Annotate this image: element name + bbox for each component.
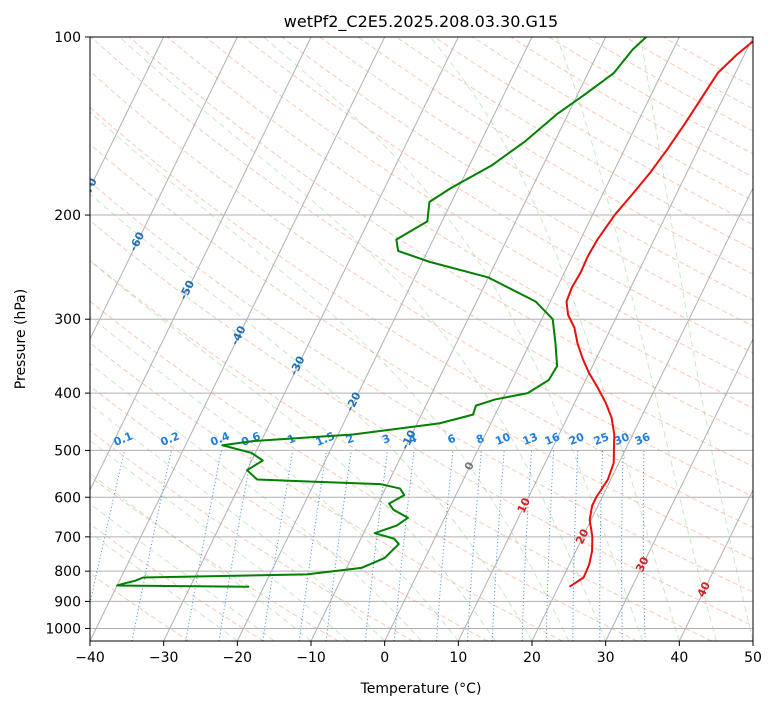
dry-adiabat: [90, 181, 753, 593]
isotherm-line: [90, 37, 165, 190]
x-tick-label: 0: [380, 650, 389, 666]
mixing-ratio-label: 25: [592, 430, 611, 448]
mixing-ratio-label: 20: [567, 430, 586, 448]
mixing-ratio-label: 3: [380, 432, 392, 447]
y-tick-label: 400: [54, 386, 81, 402]
y-tick-label: 300: [54, 312, 81, 328]
x-tick-label: 30: [597, 650, 615, 666]
isotherm-label: 40: [695, 579, 714, 599]
x-tick-label: 40: [670, 650, 688, 666]
moist-adiabat: [90, 531, 238, 641]
mixing-ratio-line: [467, 450, 483, 641]
y-axis: 100 200 300 400 500 600 700 800 900 1000: [45, 30, 90, 637]
isotherm-line: [531, 186, 753, 641]
isotherm-line: [310, 37, 607, 641]
dry-adiabat: [281, 37, 753, 327]
dry-adiabat: [90, 342, 563, 641]
profile-series: [116, 37, 753, 588]
x-tick-label: −20: [223, 650, 253, 666]
dry-adiabat: [90, 572, 190, 641]
dry-adiabat: [90, 259, 712, 641]
moist-adiabat: [90, 315, 459, 641]
dry-adiabat: [166, 37, 753, 409]
y-tick-label: 200: [54, 208, 81, 224]
moist-adiabat: [263, 37, 643, 641]
mixing-ratio-label: 13: [521, 430, 540, 448]
moist-adiabat: [429, 37, 680, 641]
y-tick-label: 800: [54, 564, 81, 580]
mixing-ratio-line: [621, 450, 624, 641]
isotherm-line: [457, 37, 753, 641]
isotherm-line: [384, 37, 680, 641]
isotherm-line: [90, 37, 238, 341]
temperature-line: [565, 39, 753, 588]
y-tick-label: 900: [54, 594, 81, 610]
mixing-ratio-label: 30: [612, 430, 631, 448]
mixing-ratio-line: [599, 450, 604, 641]
mixing-ratio-line: [90, 450, 125, 606]
moist-adiabat: [556, 37, 717, 641]
dry-adiabat: [90, 37, 753, 467]
plot-frame: [89, 36, 754, 642]
x-axis-label: Temperature (°C): [360, 681, 482, 697]
mixing-ratio-line: [521, 450, 533, 641]
moist-adiabat: [639, 37, 753, 641]
moist-adiabat: [90, 260, 496, 641]
y-tick-label: 700: [54, 530, 81, 546]
y-tick-label: 600: [54, 490, 81, 506]
x-tick-label: −40: [75, 650, 105, 666]
moist-adiabat: [90, 403, 386, 641]
x-tick-label: −30: [149, 650, 179, 666]
isotherm-label: 20: [573, 527, 592, 547]
dry-adiabat: [319, 37, 753, 301]
mixing-ratio-labels: 0.1 0.2 0.4 0.6 1 1.5 2 3 4 6 8 10 13 16 20 25 30 36: [112, 429, 653, 448]
dewpoint-line: [116, 37, 647, 588]
isotherm-line: [90, 37, 386, 641]
mixing-ratio-line: [435, 450, 454, 641]
mixing-ratio-line: [572, 450, 579, 641]
y-axis-label: Pressure (hPa): [13, 289, 29, 389]
isotherm-label: 30: [633, 554, 652, 574]
isotherm-line: [605, 337, 753, 641]
isotherm-line: [163, 37, 459, 641]
mixing-ratio-label: 8: [474, 432, 486, 447]
x-axis: −40 −30 −20 −10 0 10 20 30 40 50: [75, 641, 762, 666]
x-tick-label: 50: [744, 650, 762, 666]
mixing-ratio-label: 2: [344, 432, 356, 447]
mixing-ratio-line: [642, 450, 646, 641]
moist-adiabat: [119, 37, 607, 641]
isotherm-label: -70: [79, 176, 100, 200]
dry-adiabat: [90, 70, 753, 498]
y-tick-label: 500: [54, 443, 81, 459]
background-lines: [90, 37, 753, 641]
mixing-ratio-line: [491, 450, 505, 641]
isotherm-line: [678, 488, 753, 641]
y-tick-label: 100: [54, 30, 81, 46]
isotherm-line: [236, 37, 533, 641]
isotherm-label: 10: [515, 495, 534, 515]
mixing-ratio-label: 10: [493, 430, 512, 448]
dry-adiabat: [90, 106, 753, 529]
x-tick-label: 10: [449, 650, 467, 666]
moist-adiabat: [90, 362, 422, 641]
chart-title: wetPf2_C2E5.2025.208.03.30.G15: [284, 12, 558, 32]
x-tick-label: 20: [523, 650, 541, 666]
mixing-ratio-line: [545, 450, 555, 641]
dry-adiabat: [90, 219, 753, 627]
isotherm-line: [90, 37, 312, 492]
mixing-ratio-label: 36: [633, 430, 652, 448]
x-tick-label: −10: [296, 650, 326, 666]
dry-adiabat: [128, 37, 753, 438]
y-tick-label: 1000: [45, 621, 81, 637]
dry-adiabat: [90, 300, 638, 641]
mixing-ratio-label: 16: [543, 430, 562, 448]
moist-adiabat: [90, 439, 349, 641]
